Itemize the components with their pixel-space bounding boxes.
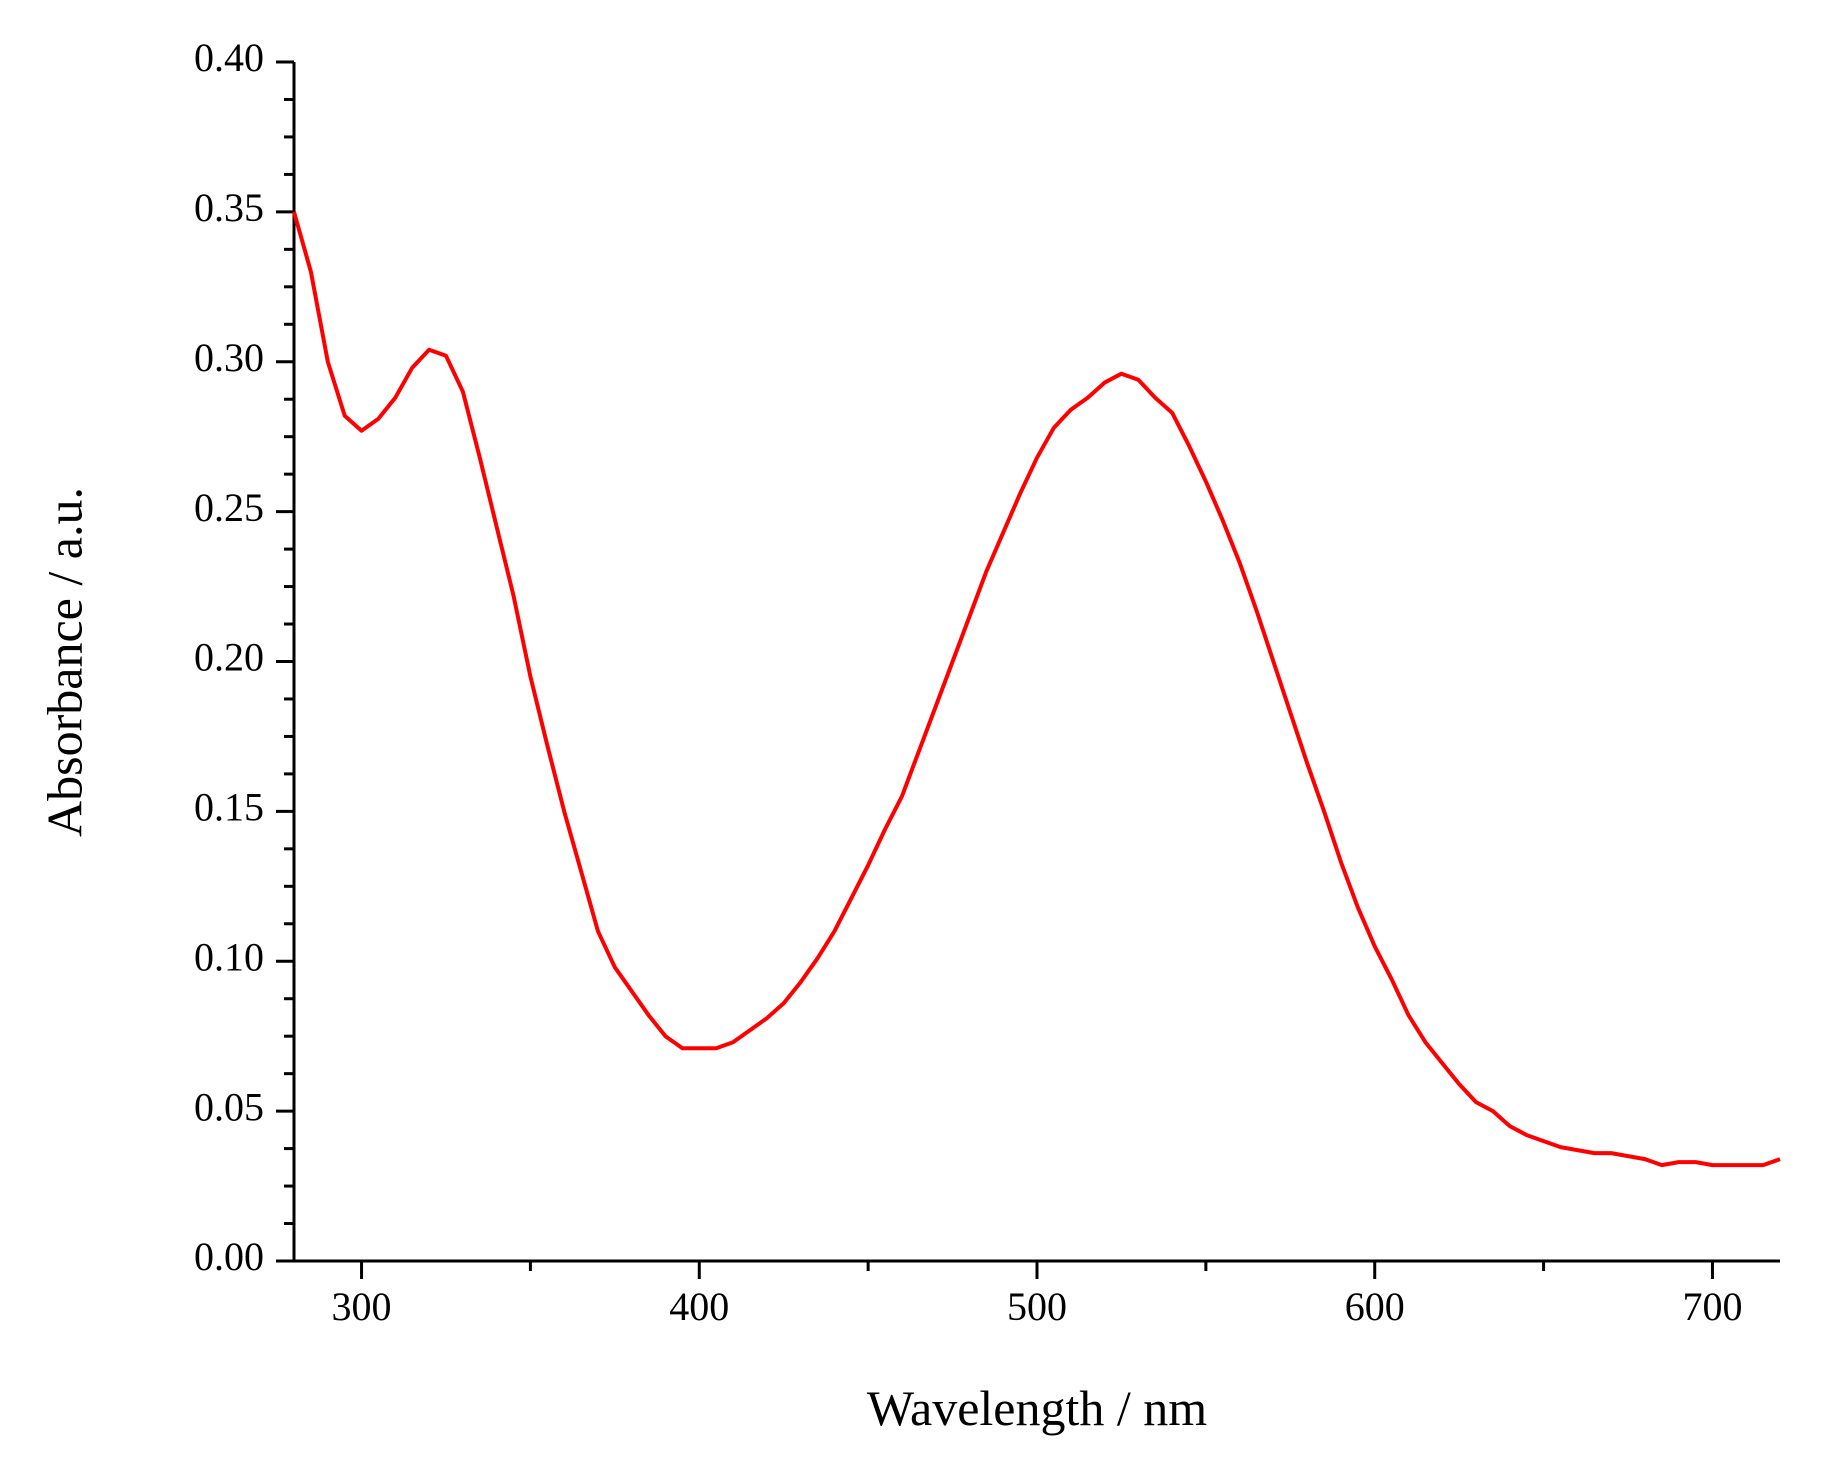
y-tick-label: 0.40 xyxy=(194,35,264,80)
y-tick-label: 0.00 xyxy=(194,1234,264,1279)
x-axis-title: Wavelength / nm xyxy=(867,1380,1207,1436)
y-axis-title: Absorbance / a.u. xyxy=(36,487,92,837)
y-tick-label: 0.35 xyxy=(194,185,264,230)
x-tick-label: 400 xyxy=(669,1284,729,1329)
y-tick-label: 0.05 xyxy=(194,1084,264,1129)
y-tick-label: 0.15 xyxy=(194,785,264,830)
y-tick-label: 0.30 xyxy=(194,335,264,380)
data-line xyxy=(292,211,1781,1168)
x-tick-label: 700 xyxy=(1682,1284,1742,1329)
x-tick-label: 600 xyxy=(1345,1284,1405,1329)
y-tick-label: 0.25 xyxy=(194,485,264,530)
y-tick-label: 0.20 xyxy=(194,635,264,680)
x-tick-label: 300 xyxy=(332,1284,392,1329)
y-tick-label: 0.10 xyxy=(194,934,264,979)
x-tick-label: 500 xyxy=(1007,1284,1067,1329)
